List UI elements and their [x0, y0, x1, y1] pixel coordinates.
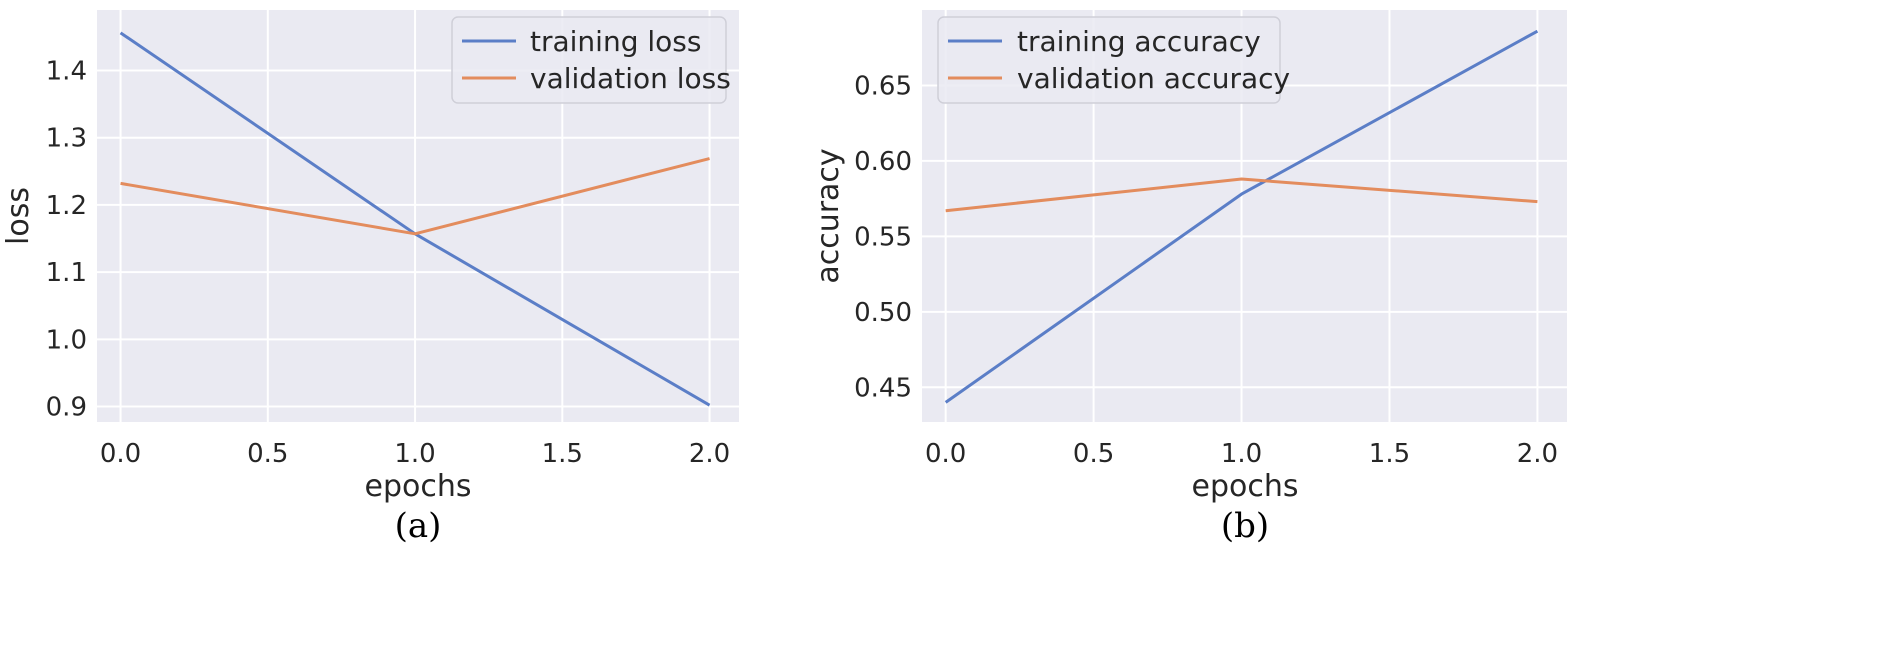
caption-a: (a) [395, 506, 442, 546]
loss-x-axis-label: epochs [365, 469, 472, 504]
caption-b: (b) [1221, 506, 1269, 546]
loss-x-tick-label: 2.0 [689, 439, 730, 469]
accuracy-grid [922, 10, 1567, 422]
legend-label-training-loss: training loss [530, 25, 701, 58]
loss-series-group [119, 31, 711, 407]
loss-y-tick-label: 1.0 [46, 325, 87, 355]
loss-y-axis-label: loss [1, 187, 36, 245]
legend-label-validation-accuracy: validation accuracy [1017, 62, 1290, 95]
loss-y-tick-label: 0.9 [46, 393, 87, 423]
accuracy-y-axis-label: accuracy [811, 148, 846, 283]
legend-label-training-accuracy: training accuracy [1017, 25, 1261, 58]
legend-label-validation-loss: validation loss [530, 62, 731, 95]
accuracy-legend-box [937, 16, 1281, 104]
loss-y-tick-label: 1.4 [46, 56, 87, 86]
accuracy-series-group [944, 29, 1539, 404]
loss-x-tick-label: 1.5 [542, 439, 583, 469]
accuracy-legend: training accuracy validation accuracy [937, 16, 1290, 104]
accuracy-y-tick-label: 0.65 [854, 71, 912, 101]
loss-x-tick-label: 0.0 [100, 439, 141, 469]
loss-x-tick-label: 1.0 [394, 439, 435, 469]
loss-chart-panel: 0.0 0.5 1.0 1.5 2.0 0.9 1.0 1.1 1.2 1.3 1.4 epoch… [1, 10, 739, 546]
loss-legend-box [451, 16, 727, 104]
accuracy-x-tick-label: 2.0 [1517, 439, 1558, 469]
loss-x-ticks: 0.0 0.5 1.0 1.5 2.0 [100, 439, 730, 469]
accuracy-x-tick-label: 0.0 [925, 439, 966, 469]
accuracy-y-tick-label: 0.55 [854, 222, 912, 252]
accuracy-chart-panel: 0.0 0.5 1.0 1.5 2.0 0.45 0.50 0.55 0.60 0.65 epo… [811, 10, 1567, 546]
accuracy-x-tick-label: 1.5 [1369, 439, 1410, 469]
accuracy-x-tick-label: 1.0 [1221, 439, 1262, 469]
accuracy-y-tick-label: 0.50 [854, 298, 912, 328]
loss-x-tick-label: 0.5 [247, 439, 288, 469]
accuracy-x-tick-label: 0.5 [1073, 439, 1114, 469]
loss-y-tick-label: 1.3 [46, 124, 87, 154]
accuracy-x-axis-label: epochs [1192, 469, 1299, 504]
accuracy-x-ticks: 0.0 0.5 1.0 1.5 2.0 [925, 439, 1558, 469]
loss-y-tick-label: 1.2 [46, 191, 87, 221]
accuracy-y-ticks: 0.45 0.50 0.55 0.60 0.65 [854, 71, 912, 403]
loss-y-ticks: 0.9 1.0 1.1 1.2 1.3 1.4 [46, 56, 87, 422]
accuracy-y-tick-label: 0.45 [854, 373, 912, 403]
accuracy-y-tick-label: 0.60 [854, 147, 912, 177]
loss-legend: training loss validation loss [451, 16, 731, 104]
loss-y-tick-label: 1.1 [46, 258, 87, 288]
